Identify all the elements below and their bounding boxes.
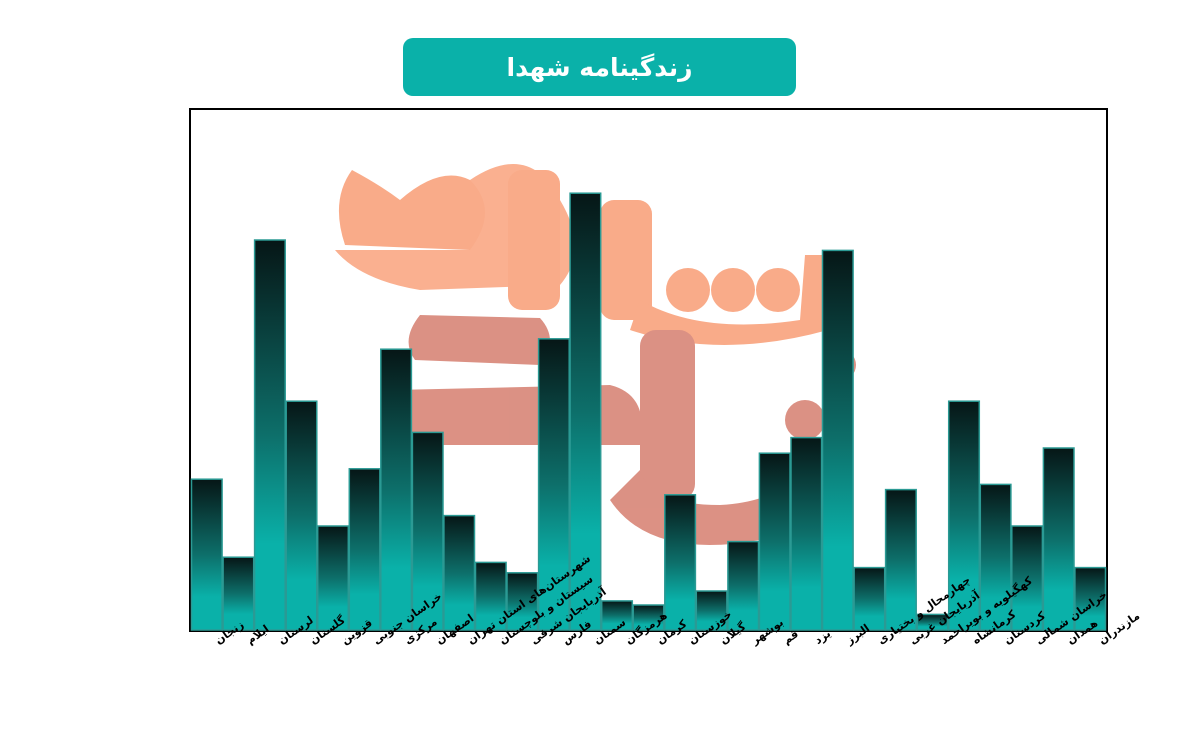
bar	[600, 600, 634, 631]
bar	[474, 561, 507, 631]
bar	[348, 468, 381, 631]
bar	[380, 348, 413, 631]
bar	[979, 483, 1012, 631]
bar	[695, 590, 728, 631]
bar	[632, 604, 665, 631]
bar	[537, 338, 570, 631]
bar	[758, 452, 791, 631]
bar	[285, 400, 318, 631]
bar	[190, 478, 223, 631]
bar	[1042, 447, 1075, 631]
bar	[1011, 525, 1044, 631]
bar	[253, 239, 286, 631]
watermark-logo	[335, 164, 856, 545]
bar	[222, 556, 255, 631]
bar	[443, 514, 476, 631]
bar	[947, 400, 981, 631]
bar	[821, 249, 854, 631]
bars-group	[190, 192, 1107, 631]
bar	[506, 572, 539, 631]
bar	[664, 494, 697, 631]
bar	[916, 613, 949, 631]
bar	[569, 192, 602, 631]
bar	[1074, 566, 1107, 631]
bar	[411, 431, 444, 631]
bar	[884, 488, 917, 631]
page-title: زندگینامه شهدا	[403, 38, 796, 96]
bar	[727, 540, 760, 631]
bar	[316, 525, 350, 631]
bar	[853, 566, 886, 631]
bar	[790, 436, 823, 631]
